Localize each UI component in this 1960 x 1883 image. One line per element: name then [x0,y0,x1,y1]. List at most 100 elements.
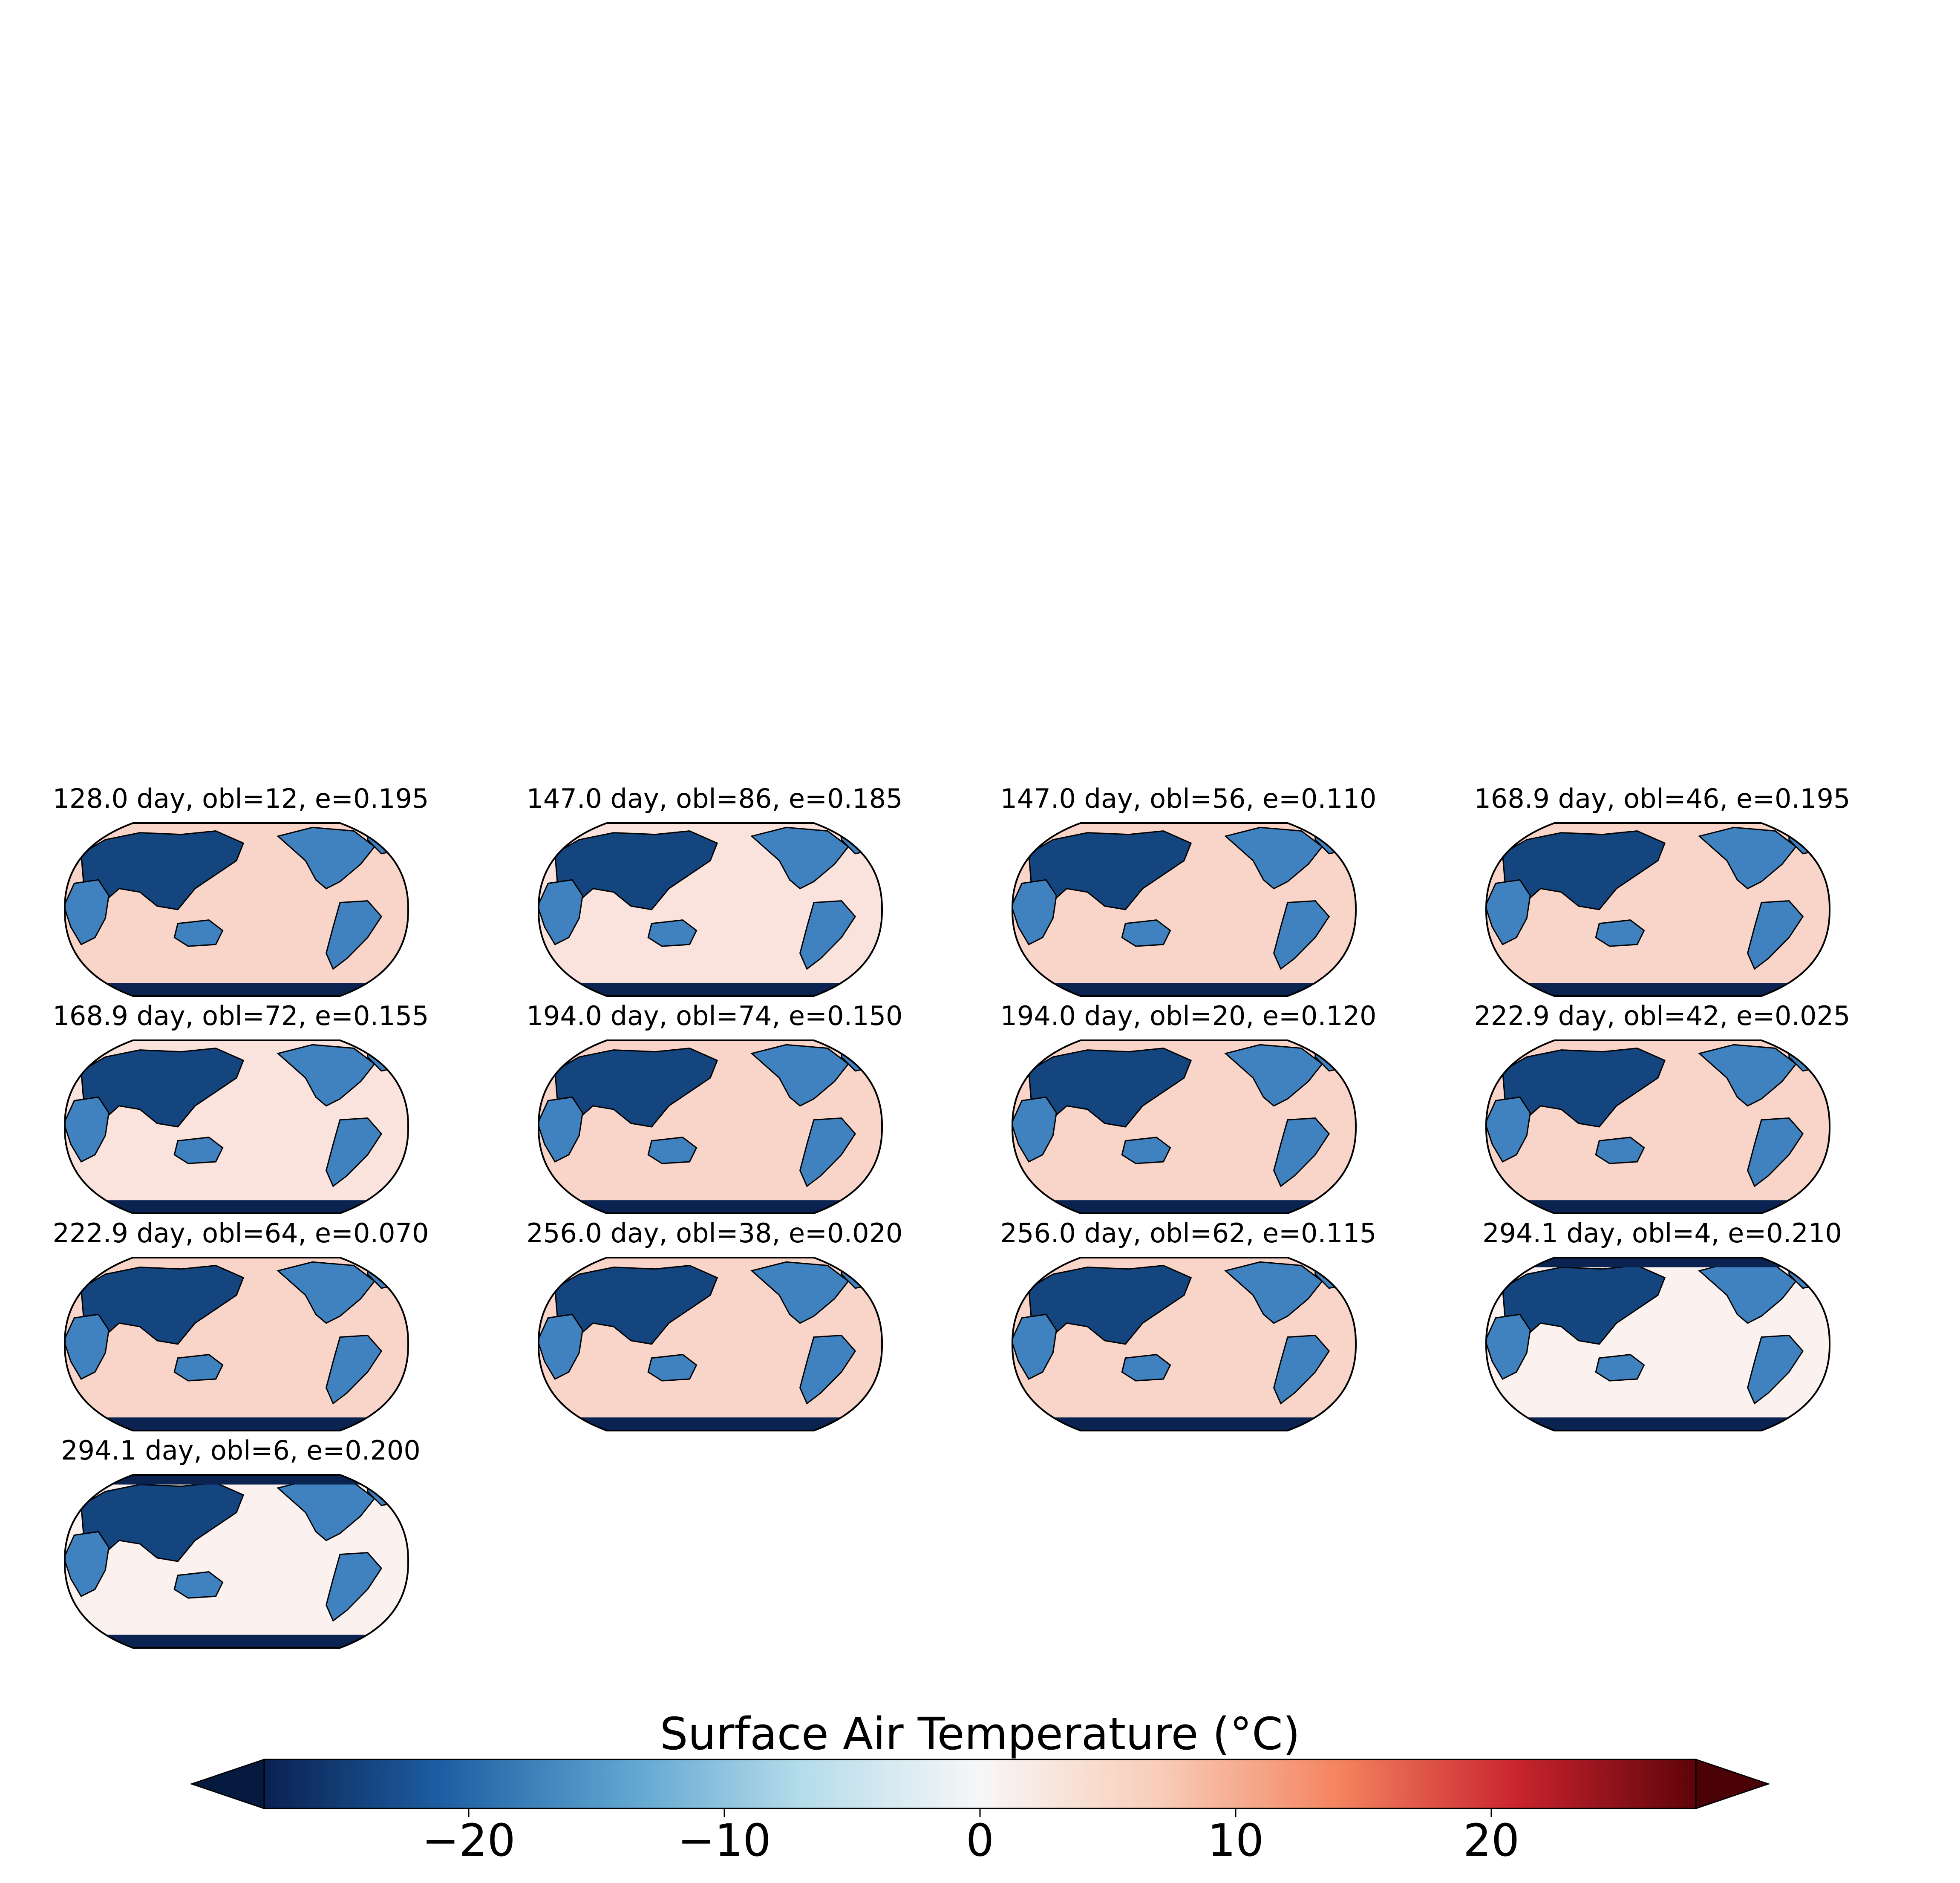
land-mass [80,1047,245,1128]
map-border [63,1039,409,1214]
land-mass [64,879,110,945]
map-panel: 256.0 day, obl=62, e=0.115 [975,1218,1401,1440]
robinson-map [1011,1257,1357,1431]
land-mass [799,900,856,970]
colorbar-tick-label: 0 [966,1814,994,1866]
land-mass [326,1552,383,1622]
land-mass [80,1482,245,1562]
map-panel: 194.0 day, obl=74, e=0.150 [502,1001,928,1223]
colorbar-extend-high [1695,1758,1770,1810]
land-mass [1595,1137,1645,1164]
land-mass [64,1313,110,1380]
land-mass [1121,1137,1171,1164]
land-mass [173,1137,224,1164]
panel-title: 222.9 day, obl=42, e=0.025 [1474,1000,1850,1031]
map-panel: 294.1 day, obl=4, e=0.210 [1449,1218,1875,1440]
land-mass [277,1261,376,1324]
robinson-map [63,1474,409,1649]
antarctica [1486,1200,1830,1213]
map-panel: 222.9 day, obl=64, e=0.070 [28,1218,454,1440]
land-mass [750,1261,850,1324]
robinson-map [1485,1039,1831,1214]
map-border [1011,1039,1357,1214]
panel-title: 168.9 day, obl=72, e=0.155 [52,1000,429,1031]
land-mass [80,1264,245,1345]
antarctica [1486,1417,1830,1431]
land-mass [1486,1096,1531,1163]
land-mass [750,1044,850,1107]
land-mass [1121,1354,1171,1382]
land-mass [173,1354,224,1382]
antarctica [1012,983,1356,996]
antarctica [64,1417,409,1431]
map-panel: 194.0 day, obl=20, e=0.120 [975,1001,1401,1223]
land-mass [538,879,583,945]
robinson-map [1011,1039,1357,1214]
land-mass [1502,1264,1666,1345]
robinson-map [1011,822,1357,997]
map-panel: 222.9 day, obl=42, e=0.025 [1449,1001,1875,1223]
land-mass [277,1044,376,1107]
colorbar-tick-label: 10 [1207,1814,1264,1866]
land-mass [1224,1261,1323,1324]
land-mass [277,826,376,890]
robinson-map [63,822,409,997]
land-mass [647,919,698,947]
panel-title: 256.0 day, obl=62, e=0.115 [1000,1218,1377,1249]
land-mass [1486,1313,1531,1380]
land-mass [554,1264,718,1345]
map-border [1485,1257,1831,1431]
robinson-map [537,1257,883,1431]
land-mass [326,1117,383,1187]
antarctica [538,983,882,996]
land-mass [80,830,245,910]
robinson-map [1485,1257,1831,1431]
antarctica [64,983,409,996]
land-mass [173,919,224,947]
land-mass [326,900,383,970]
map-border [1011,822,1357,997]
map-panel: 168.9 day, obl=46, e=0.195 [1449,784,1875,1005]
panel-title: 294.1 day, obl=6, e=0.200 [61,1435,421,1466]
map-border [537,822,883,997]
land-mass [1224,1044,1323,1107]
land-mass [1747,1117,1804,1187]
map-border [537,1257,883,1431]
land-mass [326,1334,383,1405]
land-mass [173,1571,224,1599]
colorbar-tick-label: −20 [422,1814,516,1866]
panel-title: 128.0 day, obl=12, e=0.195 [52,783,429,814]
antarctica [1486,983,1830,996]
colorbar-tick-label: 20 [1463,1814,1520,1866]
panel-title: 147.0 day, obl=86, e=0.185 [526,783,903,814]
land-mass [1224,826,1323,890]
panel-title: 294.1 day, obl=4, e=0.210 [1482,1218,1842,1249]
land-mass [647,1354,698,1382]
map-border [1485,822,1831,997]
land-mass [1502,830,1666,910]
map-border [63,1257,409,1431]
land-mass [1698,826,1797,890]
land-mass [1121,919,1171,947]
panel-title: 256.0 day, obl=38, e=0.020 [526,1218,903,1249]
antarctica [538,1200,882,1213]
colorbar-bar [263,1759,1697,1809]
map-border [63,1474,409,1649]
panel-title: 222.9 day, obl=64, e=0.070 [52,1218,429,1249]
land-mass [1012,1096,1057,1163]
map-border [1011,1257,1357,1431]
land-mass [1012,1313,1057,1380]
antarctica [1012,1417,1356,1431]
land-mass [1747,900,1804,970]
land-mass [538,1096,583,1163]
antarctica [1012,1200,1356,1213]
land-mass [799,1334,856,1405]
panel-title: 194.0 day, obl=20, e=0.120 [1000,1000,1377,1031]
map-panel: 147.0 day, obl=56, e=0.110 [975,784,1401,1005]
panel-title: 168.9 day, obl=46, e=0.195 [1474,783,1850,814]
land-mass [64,1096,110,1163]
robinson-map [63,1039,409,1214]
colorbar [190,1758,1770,1817]
colorbar-tick-label: −10 [677,1814,771,1866]
